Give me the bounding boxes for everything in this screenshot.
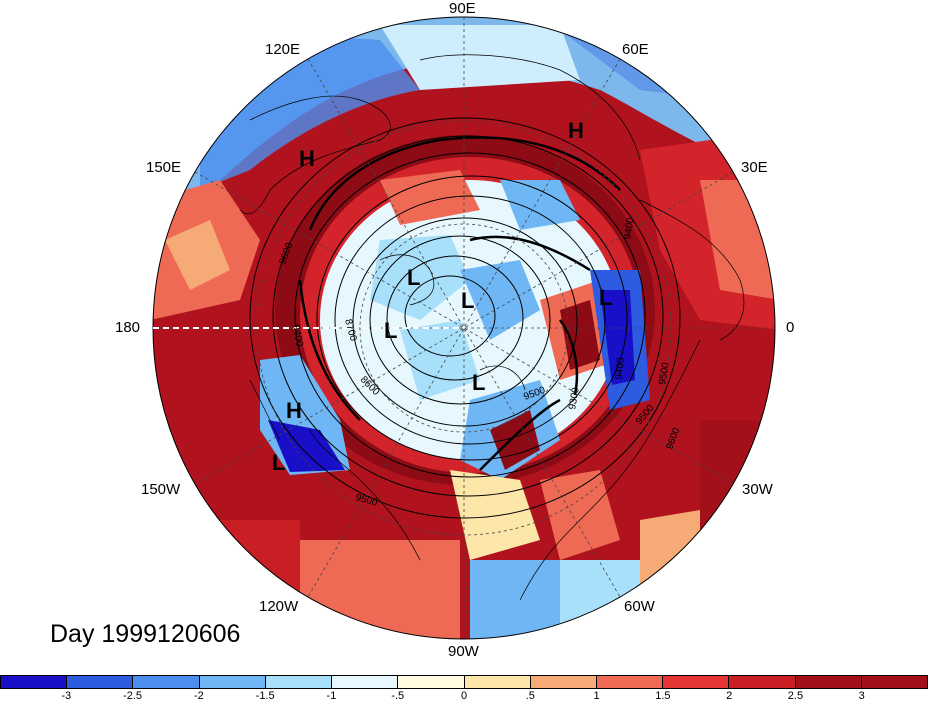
colorbar-tick-label: -3 [61, 690, 72, 702]
colorbar-tick-label: 3 [858, 690, 865, 702]
date-label: Day 1999120606 [50, 620, 241, 648]
jet-contours [298, 136, 621, 471]
contour-label: 9300 [567, 386, 582, 410]
pressure-centers: H H H L L L L L L [272, 118, 612, 475]
colorbar-segment [67, 676, 134, 688]
contour-label: 9400 [622, 216, 637, 240]
colorbar-segment [795, 676, 862, 688]
contour-label: 9400 [614, 357, 627, 381]
low-pressure-center: L [461, 288, 474, 313]
lon-label-0: 0 [786, 319, 795, 336]
colorbar-segment [729, 676, 796, 688]
low-pressure-center: L [599, 285, 612, 310]
height-contours [249, 117, 681, 519]
lon-label-90e: 90E [449, 0, 476, 17]
colorbar [0, 675, 928, 689]
high-pressure-center: H [568, 118, 584, 143]
colorbar-segment [265, 676, 333, 688]
colorbar-tick-label: 1.5 [655, 690, 671, 702]
colorbar-tick-label: 2 [726, 690, 733, 702]
colorbar-tick-label: -.5 [391, 690, 405, 702]
lon-label-90w: 90W [448, 643, 479, 660]
low-pressure-center: L [384, 318, 397, 343]
lon-label-120e: 120E [265, 41, 301, 58]
high-pressure-center: H [299, 146, 315, 171]
low-pressure-center: L [272, 450, 285, 475]
colorbar-segment [530, 676, 597, 688]
lon-label-150w: 150W [141, 481, 181, 498]
colorbar-tick-label: .5 [525, 690, 535, 702]
colorbar-tick-label: -1.5 [255, 690, 275, 702]
colorbar-tick-label: -2.5 [123, 690, 143, 702]
colorbar-segment [596, 676, 664, 688]
colorbar-tick-label: 2.5 [787, 690, 804, 702]
high-pressure-center: H [286, 398, 302, 423]
colorbar-tick-label: -2 [193, 690, 204, 702]
coastlines [239, 54, 745, 601]
colorbar-segment [199, 676, 266, 688]
colorbar-segment [1, 676, 68, 688]
colorbar-tick-label: 1 [593, 690, 600, 702]
low-pressure-center: L [472, 370, 485, 395]
colorbar-tick-label: 0 [460, 690, 468, 702]
lon-label-150e: 150E [146, 159, 182, 176]
colorbar-segment [398, 676, 465, 688]
low-pressure-center: L [407, 265, 420, 290]
colorbar-segment [663, 676, 730, 688]
lon-label-30w: 30W [742, 481, 773, 498]
colorbar-tick-label: -1 [326, 690, 337, 702]
contour-label: 9500 [657, 361, 672, 385]
lon-label-60e: 60E [622, 41, 649, 58]
colorbar-segment [861, 676, 928, 688]
lon-label-30e: 30E [741, 159, 768, 176]
colorbar-segment [332, 676, 399, 688]
colorbar-segment [464, 676, 531, 688]
lon-label-120w: 120W [259, 598, 299, 615]
lon-label-180: 180 [115, 319, 141, 336]
contour-label: 9400 [290, 324, 305, 348]
colorbar-segment [133, 676, 200, 688]
lon-label-60w: 60W [624, 598, 655, 615]
